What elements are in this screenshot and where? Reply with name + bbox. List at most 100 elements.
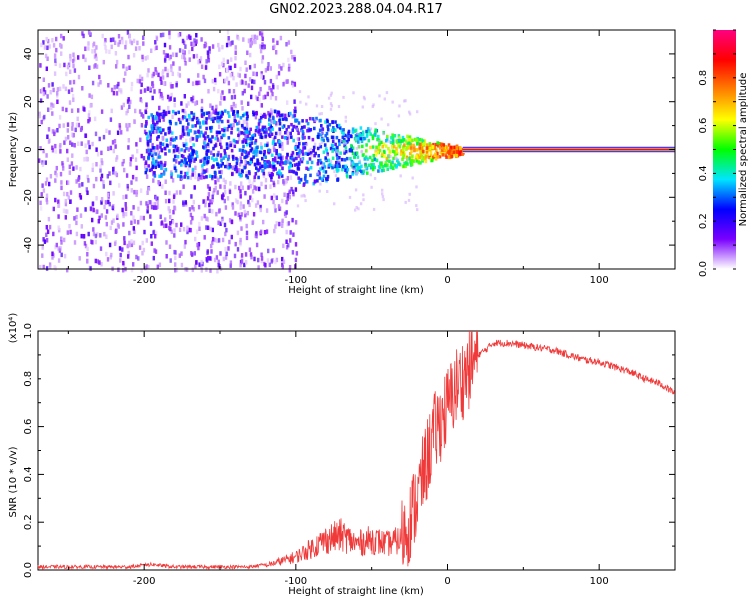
heatmap-cell	[343, 151, 346, 155]
heatmap-cell	[74, 127, 77, 133]
heatmap-cell	[265, 229, 269, 234]
heatmap-cell	[318, 142, 322, 146]
heatmap-cell	[342, 139, 346, 144]
heatmap-cell	[183, 149, 187, 153]
heatmap-cell	[281, 166, 284, 171]
heatmap-cell	[115, 64, 118, 69]
heatmap-cell	[303, 146, 307, 150]
heatmap-cell	[193, 170, 197, 176]
heatmap-cell	[297, 154, 301, 159]
heatmap-cell	[159, 112, 162, 117]
heatmap-cell	[437, 144, 440, 148]
heatmap-cell	[150, 48, 153, 53]
heatmap-cell	[198, 262, 201, 267]
heatmap-cell	[216, 111, 220, 116]
heatmap-cell	[289, 162, 292, 166]
heatmap-cell	[159, 174, 163, 178]
heatmap-cell	[358, 133, 361, 137]
heatmap-cell	[187, 147, 191, 152]
heatmap-cell	[200, 114, 204, 118]
heatmap-cell	[189, 212, 193, 218]
heatmap-cell	[291, 189, 295, 195]
heatmap-cell	[270, 108, 273, 113]
heatmap-cell	[336, 145, 339, 150]
heatmap-cell	[223, 184, 226, 190]
heatmap-cell	[232, 112, 235, 116]
heatmap-cell	[260, 44, 264, 50]
colorbar-tick-label: 0.4	[698, 165, 709, 181]
heatmap-cell	[253, 79, 256, 85]
heatmap-cell	[289, 164, 292, 168]
heatmap-cell	[286, 140, 289, 145]
heatmap-cell	[349, 134, 352, 138]
heatmap-cell	[392, 145, 396, 149]
heatmap-cell	[318, 172, 321, 176]
snr-y-scale-label: (x10⁴)	[8, 313, 19, 344]
heatmap-cell	[295, 156, 298, 161]
heatmap-cell	[262, 171, 266, 176]
heatmap-cell	[240, 259, 243, 264]
heatmap-cell	[405, 147, 408, 151]
heatmap-cell	[327, 163, 331, 167]
heatmap-cell	[170, 92, 173, 98]
heatmap-cell	[104, 38, 107, 43]
heatmap-cell	[53, 265, 56, 270]
heatmap-cell	[231, 205, 235, 210]
heatmap-cell	[221, 194, 224, 199]
heatmap-cell	[153, 146, 156, 150]
heatmap-cell	[200, 64, 204, 69]
heatmap-cell	[235, 82, 238, 87]
heatmap-cell	[297, 176, 300, 180]
heatmap-cell	[139, 137, 142, 143]
heatmap-cell	[211, 209, 214, 214]
heatmap-cell	[155, 129, 158, 134]
heatmap-cell	[249, 37, 253, 43]
heatmap-cell	[151, 118, 155, 122]
heatmap-cell	[242, 37, 245, 42]
heatmap-cell	[100, 197, 104, 202]
heatmap-cell	[69, 57, 72, 62]
heatmap-cell	[293, 99, 296, 104]
heatmap-cell	[267, 62, 270, 67]
heatmap-cell	[257, 122, 261, 126]
heatmap-cell	[145, 168, 149, 172]
heatmap-cell	[150, 125, 154, 130]
heatmap-cell	[273, 147, 276, 153]
heatmap-cell	[160, 93, 164, 98]
heatmap-cell	[317, 135, 320, 140]
heatmap-cell	[259, 116, 263, 120]
heatmap-cell	[228, 65, 231, 70]
heatmap-cell	[126, 126, 129, 132]
heatmap-cell	[177, 117, 181, 122]
heatmap-cell	[166, 94, 170, 100]
heatmap-cell	[231, 140, 234, 145]
heatmap-cell	[202, 120, 205, 124]
heatmap-cell	[240, 131, 243, 135]
heatmap-cell	[218, 72, 222, 77]
heatmap-cell	[122, 64, 125, 69]
heatmap-cell	[382, 149, 386, 154]
heatmap-cell	[86, 190, 89, 195]
heatmap-cell	[94, 258, 97, 264]
heatmap-cell	[130, 220, 133, 225]
heatmap-cell	[194, 165, 197, 171]
heatmap-cell	[289, 111, 292, 116]
heatmap-cell	[87, 113, 91, 118]
heatmap-cell	[158, 118, 161, 123]
heatmap-cell	[192, 115, 196, 120]
heatmap-cell	[178, 149, 181, 155]
heatmap-cell	[285, 136, 289, 141]
heatmap-cell	[290, 135, 293, 139]
heatmap-cell	[41, 245, 44, 250]
heatmap-cell	[200, 268, 203, 273]
heatmap-cell	[259, 204, 262, 210]
heatmap-cell	[75, 122, 79, 128]
heatmap-cell	[69, 53, 72, 59]
heatmap-cell	[214, 136, 217, 141]
heatmap-cell	[371, 158, 374, 163]
heatmap-cell	[408, 112, 412, 116]
heatmap-cell	[272, 248, 275, 253]
heatmap-cell	[202, 145, 205, 149]
heatmap-cell	[339, 151, 342, 155]
heatmap-cell	[364, 162, 367, 167]
